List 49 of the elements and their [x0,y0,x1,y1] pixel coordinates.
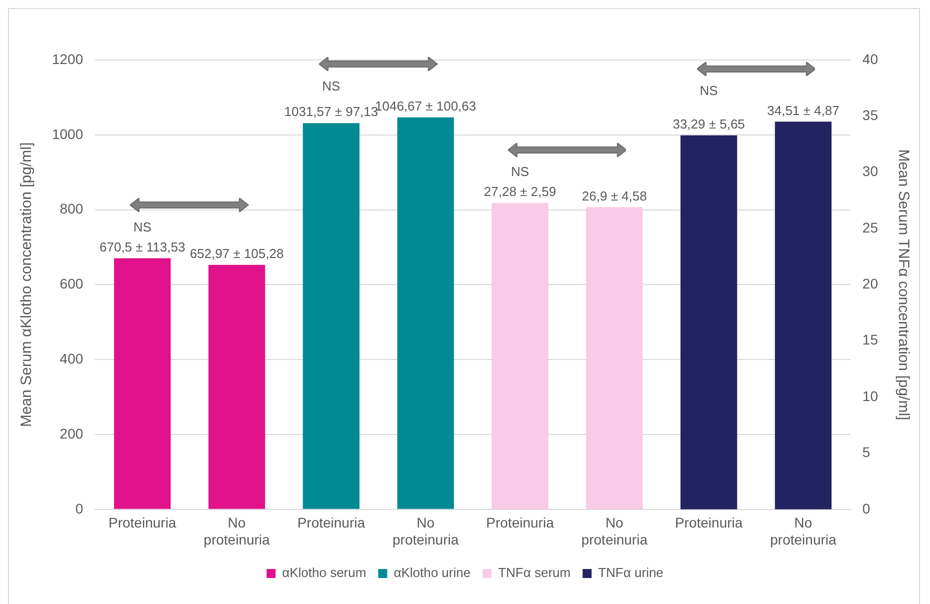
y-tick-label: 0 [75,500,84,516]
y-tick-label: 800 [60,200,84,217]
data-label: 670,5 ± 113,53 [100,239,186,254]
data-label: 1031,57 ± 97,13 [284,104,378,120]
y2-tick-label: 40 [862,50,878,67]
legend-label: αKlotho serum [282,565,366,580]
y-tick-label: 1200 [52,50,84,67]
y-axis-title: Mean Serum αKlotho concentration [pg/ml] [18,142,36,428]
annotation: NS [700,82,718,98]
bar [680,135,738,510]
y-tick-label: 1000 [52,126,84,142]
legend-label: TNFα serum [498,565,571,580]
y-tick-label: 600 [60,276,84,292]
x-tick-label: Proteinuria [108,514,176,531]
bar [208,264,266,509]
data-label: 27,28 ± 2,59 [484,184,556,199]
annotation: NS [322,78,341,94]
data-label: 652,97 ± 105,28 [190,246,284,261]
x-tick-label: No proteinuria [392,514,459,548]
legend-label: αKlotho urine [394,565,471,580]
y2-tick-label: 15 [862,332,878,348]
bar [302,123,360,509]
y2-tick-label: 20 [862,276,878,292]
x-tick-label: Proteinuria [674,514,743,531]
y2-tick-label: 10 [862,388,878,404]
data-label: 26,9 ± 4,58 [582,188,647,204]
y2-axis-title: Mean Serum TNFα concentration [pg/ml] [894,149,912,420]
annotation: NS [133,219,152,234]
x-tick-label: No proteinuria [581,514,648,548]
y-tick-label: 400 [60,350,84,366]
bar [492,202,548,510]
bar [114,258,171,509]
annotation: NS [510,164,530,179]
data-label: 33,29 ± 5,65 [672,116,745,132]
x-tick-label: No proteinuria [204,514,270,548]
x-tick-label: Proteinuria [486,514,554,531]
legend-label: TNFα urine [598,565,664,580]
y-tick-label: 200 [60,425,84,442]
bar [774,122,832,510]
bar [397,117,454,509]
x-tick-label: No proteinuria [770,514,837,548]
y2-tick-label: 5 [862,444,870,460]
y2-tick-label: 35 [862,107,878,124]
y2-tick-label: 25 [862,219,878,236]
y2-tick-label: 30 [862,163,878,180]
x-tick-label: Proteinuria [297,514,366,531]
bar [586,207,643,510]
data-label: 34,51 ± 4,87 [767,102,840,118]
y2-tick-label: 0 [862,500,870,516]
